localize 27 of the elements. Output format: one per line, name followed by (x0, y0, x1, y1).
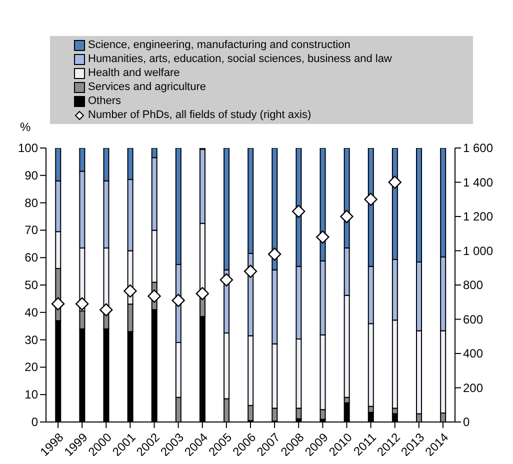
y-tick-label: 40 (24, 305, 38, 320)
legend-label: Number of PhDs, all fields of study (right axis) (88, 108, 312, 122)
y2-tick-label: 800 (463, 278, 484, 292)
y-tick-label: 50 (24, 278, 38, 292)
y2-tick-label: 400 (463, 346, 484, 360)
y-tick-label: 30 (24, 332, 38, 347)
legend-label: Services and agriculture (88, 80, 206, 94)
y2-tick-label: 600 (463, 312, 484, 326)
y-tick-label: 70 (24, 223, 38, 238)
y2-tick-label: 1 200 (463, 210, 494, 224)
y2-tick-label: 1 000 (463, 244, 494, 258)
y-tick-label: 0 (31, 415, 38, 429)
legend-label: Others (88, 94, 122, 108)
legend-label: Science, engineering, manufacturing and construction (88, 38, 350, 52)
y-tick-label: 10 (24, 388, 38, 402)
y-tick-label: 80 (24, 196, 38, 210)
legend-label: Humanities, arts, education, social sciences, business and law (88, 52, 392, 66)
y2-tick-label: 0 (463, 415, 470, 429)
y-tick-label: 100 (18, 141, 38, 155)
y2-tick-label: 1 400 (463, 175, 494, 190)
y-tick-label: 20 (24, 360, 38, 374)
y-tick-label: 60 (24, 250, 38, 265)
legend-label: Health and welfare (88, 66, 180, 80)
y2-tick-label: 200 (463, 380, 484, 395)
y-tick-label: 90 (24, 168, 38, 182)
y-axis-title: % (20, 120, 31, 134)
y2-tick-label: 1 600 (463, 141, 494, 155)
